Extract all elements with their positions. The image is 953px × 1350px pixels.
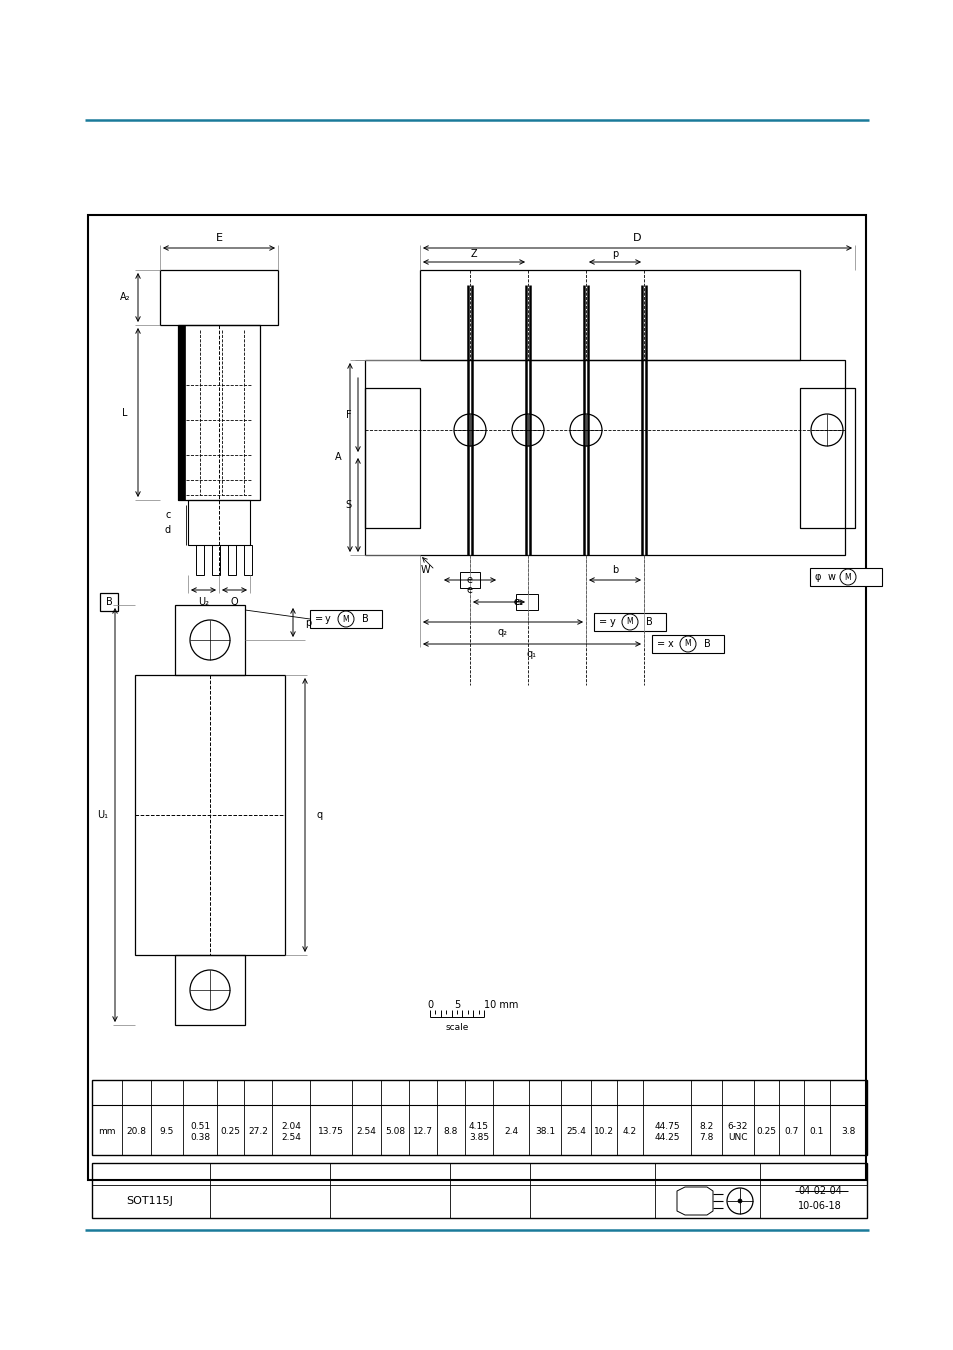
Bar: [160, 270, 277, 325]
Text: U₂: U₂: [198, 597, 209, 608]
Text: 10 mm: 10 mm: [483, 1000, 517, 1010]
Bar: [310, 610, 381, 628]
Text: 20.8: 20.8: [127, 1127, 147, 1137]
Bar: [244, 545, 252, 575]
Text: A: A: [335, 452, 341, 463]
Bar: [188, 500, 250, 545]
Bar: [91, 1162, 866, 1218]
Text: c: c: [166, 510, 171, 520]
Bar: [174, 954, 245, 1025]
Text: 5: 5: [454, 1000, 459, 1010]
Text: Q: Q: [231, 597, 238, 608]
Text: w: w: [827, 572, 835, 582]
Bar: [365, 387, 419, 528]
Text: 0.25: 0.25: [756, 1127, 776, 1137]
Text: d: d: [165, 525, 171, 535]
Bar: [91, 1080, 866, 1156]
Text: scale: scale: [445, 1023, 468, 1033]
Text: 25.4: 25.4: [565, 1127, 585, 1137]
Text: 0: 0: [427, 1000, 433, 1010]
Bar: [800, 387, 854, 528]
Text: M: M: [342, 614, 349, 624]
Text: 4.2: 4.2: [622, 1127, 637, 1137]
Text: 0.7: 0.7: [783, 1127, 798, 1137]
Text: S: S: [346, 500, 352, 510]
Text: 9.5: 9.5: [160, 1127, 174, 1137]
Text: 44.75
44.25: 44.75 44.25: [654, 1122, 679, 1142]
Text: p: p: [305, 617, 311, 628]
Text: SOT115J: SOT115J: [127, 1196, 173, 1206]
Bar: [459, 572, 479, 589]
Text: W: W: [419, 566, 430, 575]
Bar: [88, 215, 865, 1180]
Text: 38.1: 38.1: [535, 1127, 555, 1137]
Text: mm: mm: [98, 1127, 115, 1137]
Text: 4.15
3.85: 4.15 3.85: [469, 1122, 489, 1142]
Text: 0.1: 0.1: [809, 1127, 823, 1137]
Text: e₁: e₁: [514, 597, 523, 608]
Text: Z: Z: [470, 248, 476, 259]
Bar: [651, 634, 723, 653]
Text: B: B: [703, 639, 710, 649]
Text: 8.8: 8.8: [443, 1127, 457, 1137]
Text: F: F: [346, 410, 352, 420]
Text: 6-32
UNC: 6-32 UNC: [727, 1122, 747, 1142]
Text: E: E: [215, 234, 222, 243]
Text: 3.8: 3.8: [841, 1127, 855, 1137]
Text: =: =: [314, 614, 323, 624]
Text: 12.7: 12.7: [413, 1127, 433, 1137]
Text: q: q: [316, 810, 323, 819]
Text: φ: φ: [814, 572, 821, 582]
Text: A₂: A₂: [120, 293, 131, 302]
Text: y: y: [325, 614, 331, 624]
Text: e₁: e₁: [514, 597, 523, 608]
Bar: [178, 325, 185, 500]
Bar: [100, 593, 118, 612]
Text: 2.04
2.54: 2.04 2.54: [281, 1122, 300, 1142]
Text: b: b: [611, 566, 618, 575]
Bar: [228, 545, 235, 575]
Text: 04-02-04: 04-02-04: [798, 1187, 841, 1196]
Bar: [594, 613, 665, 630]
Text: 5.08: 5.08: [384, 1127, 405, 1137]
Bar: [212, 545, 220, 575]
Bar: [809, 568, 882, 586]
Text: 13.75: 13.75: [317, 1127, 344, 1137]
Text: x: x: [667, 639, 673, 649]
Text: 8.2
7.8: 8.2 7.8: [699, 1122, 713, 1142]
Bar: [195, 545, 204, 575]
Text: D: D: [633, 234, 641, 243]
Text: M: M: [626, 617, 633, 626]
Text: 27.2: 27.2: [248, 1127, 268, 1137]
Text: y: y: [609, 617, 615, 626]
Text: q₁: q₁: [526, 649, 537, 659]
Circle shape: [738, 1199, 741, 1203]
Text: q₂: q₂: [497, 626, 507, 637]
Text: 2.4: 2.4: [503, 1127, 517, 1137]
Bar: [516, 594, 537, 610]
Text: =: =: [598, 617, 606, 626]
Text: B: B: [106, 597, 112, 608]
Text: 10.2: 10.2: [594, 1127, 614, 1137]
Text: 0.25: 0.25: [220, 1127, 240, 1137]
Text: B: B: [361, 614, 369, 624]
Text: 2.54: 2.54: [356, 1127, 376, 1137]
Text: M: M: [843, 572, 850, 582]
Bar: [135, 675, 285, 954]
Text: p: p: [611, 248, 618, 259]
Bar: [419, 270, 800, 360]
Text: 0.51
0.38: 0.51 0.38: [190, 1122, 210, 1142]
Text: 10-06-18: 10-06-18: [798, 1202, 841, 1211]
Text: M: M: [684, 640, 691, 648]
Text: L: L: [122, 408, 128, 417]
Text: e: e: [467, 575, 473, 585]
Bar: [178, 325, 260, 500]
Bar: [365, 360, 844, 555]
Text: B: B: [645, 617, 652, 626]
Bar: [174, 605, 245, 675]
Text: U₁: U₁: [97, 810, 109, 819]
Text: =: =: [657, 639, 664, 649]
Text: e: e: [467, 585, 473, 595]
